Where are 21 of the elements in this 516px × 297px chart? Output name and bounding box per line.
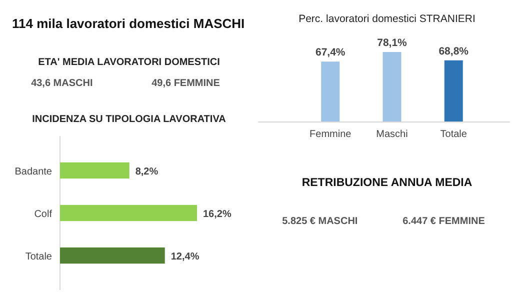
- y-tick-label: Badante: [14, 166, 52, 178]
- data-label: 68,8%: [438, 45, 470, 58]
- text: 6.447 € FEMMINE: [402, 216, 486, 227]
- data-label: 78,1%: [377, 37, 408, 49]
- text: RETRIBUZIONE ANNUA MEDIA: [302, 177, 472, 189]
- text: 5.825 € MASCHI: [282, 216, 358, 227]
- chart-title: Perc. lavoratori domestici STRANIERI: [298, 13, 476, 25]
- x-tick-label: Maschi: [376, 129, 408, 140]
- y-tick-label: Colf: [34, 209, 52, 220]
- text: ETA' MEDIA LAVORATORI DOMESTICI: [38, 57, 220, 68]
- text: 49,6 FEMMINE: [152, 78, 220, 89]
- chart-title: INCIDENZA SU TIPOLOGIA LAVORATIVA: [32, 114, 226, 125]
- text: 43,6 MASCHI: [31, 78, 93, 89]
- data-label: 12,4%: [170, 252, 200, 263]
- text: 114 mila lavoratori domestici MASCHI: [12, 16, 245, 31]
- data-label: 67,4%: [315, 46, 346, 59]
- y-tick-label: Totale: [25, 252, 52, 263]
- x-tick-label: Totale: [440, 129, 468, 140]
- x-tick-label: Femmine: [310, 129, 352, 140]
- data-label: 8,2%: [135, 166, 158, 178]
- data-label: 16,2%: [203, 209, 232, 220]
